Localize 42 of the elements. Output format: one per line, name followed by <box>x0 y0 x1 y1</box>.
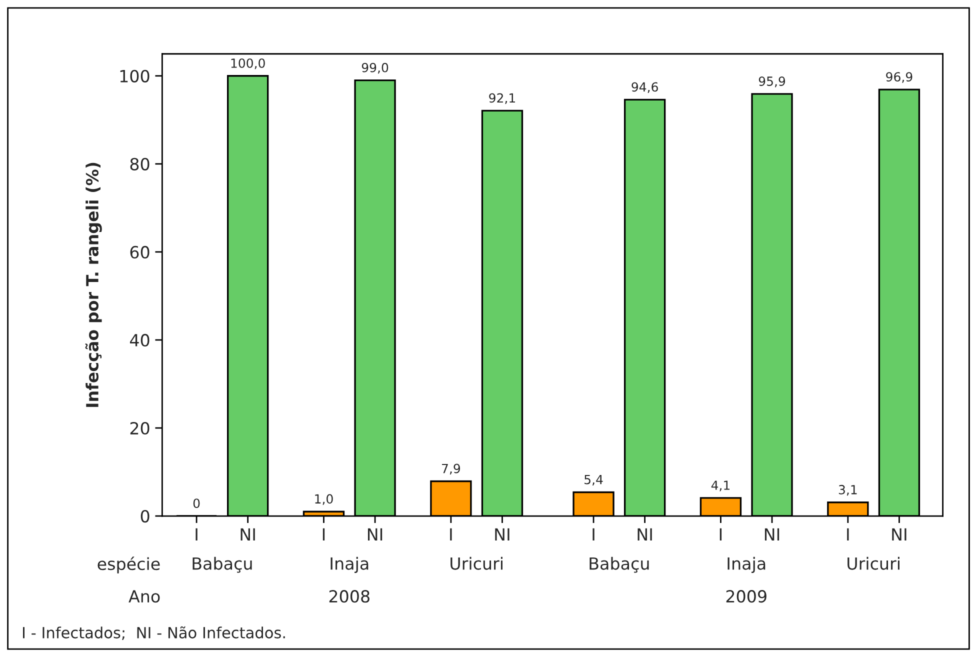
text: Babaçu <box>590 556 649 573</box>
x-tick-label: I <box>592 528 594 540</box>
text: Inaja <box>330 556 368 574</box>
y-tick-label: 40 <box>130 334 150 347</box>
data-label: 92,1 <box>489 93 515 104</box>
x-tick-label: NI <box>892 528 906 540</box>
data-label: 3,1 <box>838 484 857 496</box>
x-tick-label: I <box>322 528 325 540</box>
x-tick-label: I <box>196 528 198 540</box>
y-axis-title: Infecção por T. rangeli (%) <box>85 162 102 407</box>
y-tick-label: 80 <box>130 158 150 170</box>
text: espécie <box>98 556 160 574</box>
x-tick-label: NI <box>240 528 255 540</box>
x-tick-label: NI <box>495 528 510 540</box>
data-label: 4,1 <box>711 480 730 492</box>
text: 2009 <box>726 590 766 603</box>
data-label: 100,0 <box>231 58 265 70</box>
text: Uricuri <box>450 556 502 570</box>
x-tick-label: I <box>847 528 849 540</box>
data-label: 5,4 <box>584 474 603 486</box>
text: Ano <box>128 590 160 603</box>
text: Inaja <box>728 556 766 574</box>
data-label: 0 <box>193 498 200 508</box>
text: Uricuri <box>848 556 900 570</box>
y-tick-label: 100 <box>120 70 150 82</box>
x-tick-label: NI <box>764 528 780 540</box>
y-tick-label: 60 <box>130 246 150 258</box>
data-label: 94,6 <box>632 82 658 93</box>
y-tick-label: 20 <box>130 422 150 435</box>
text: I - Infectados; NI - Não Infectados. <box>22 626 285 640</box>
text: 2008 <box>329 590 370 603</box>
data-label: 95,9 <box>758 76 786 88</box>
x-tick-label: I <box>720 528 722 540</box>
y-tick-label: 0 <box>140 510 150 523</box>
x-tick-label: NI <box>368 528 382 540</box>
data-label: 99,0 <box>362 62 388 74</box>
data-label: 96,9 <box>886 72 912 83</box>
text: Babaçu <box>192 556 252 573</box>
x-tick-label: NI <box>638 528 652 540</box>
data-label: 1,0 <box>315 494 333 505</box>
data-label: 7,9 <box>442 464 460 475</box>
x-tick-label: I <box>450 528 452 540</box>
